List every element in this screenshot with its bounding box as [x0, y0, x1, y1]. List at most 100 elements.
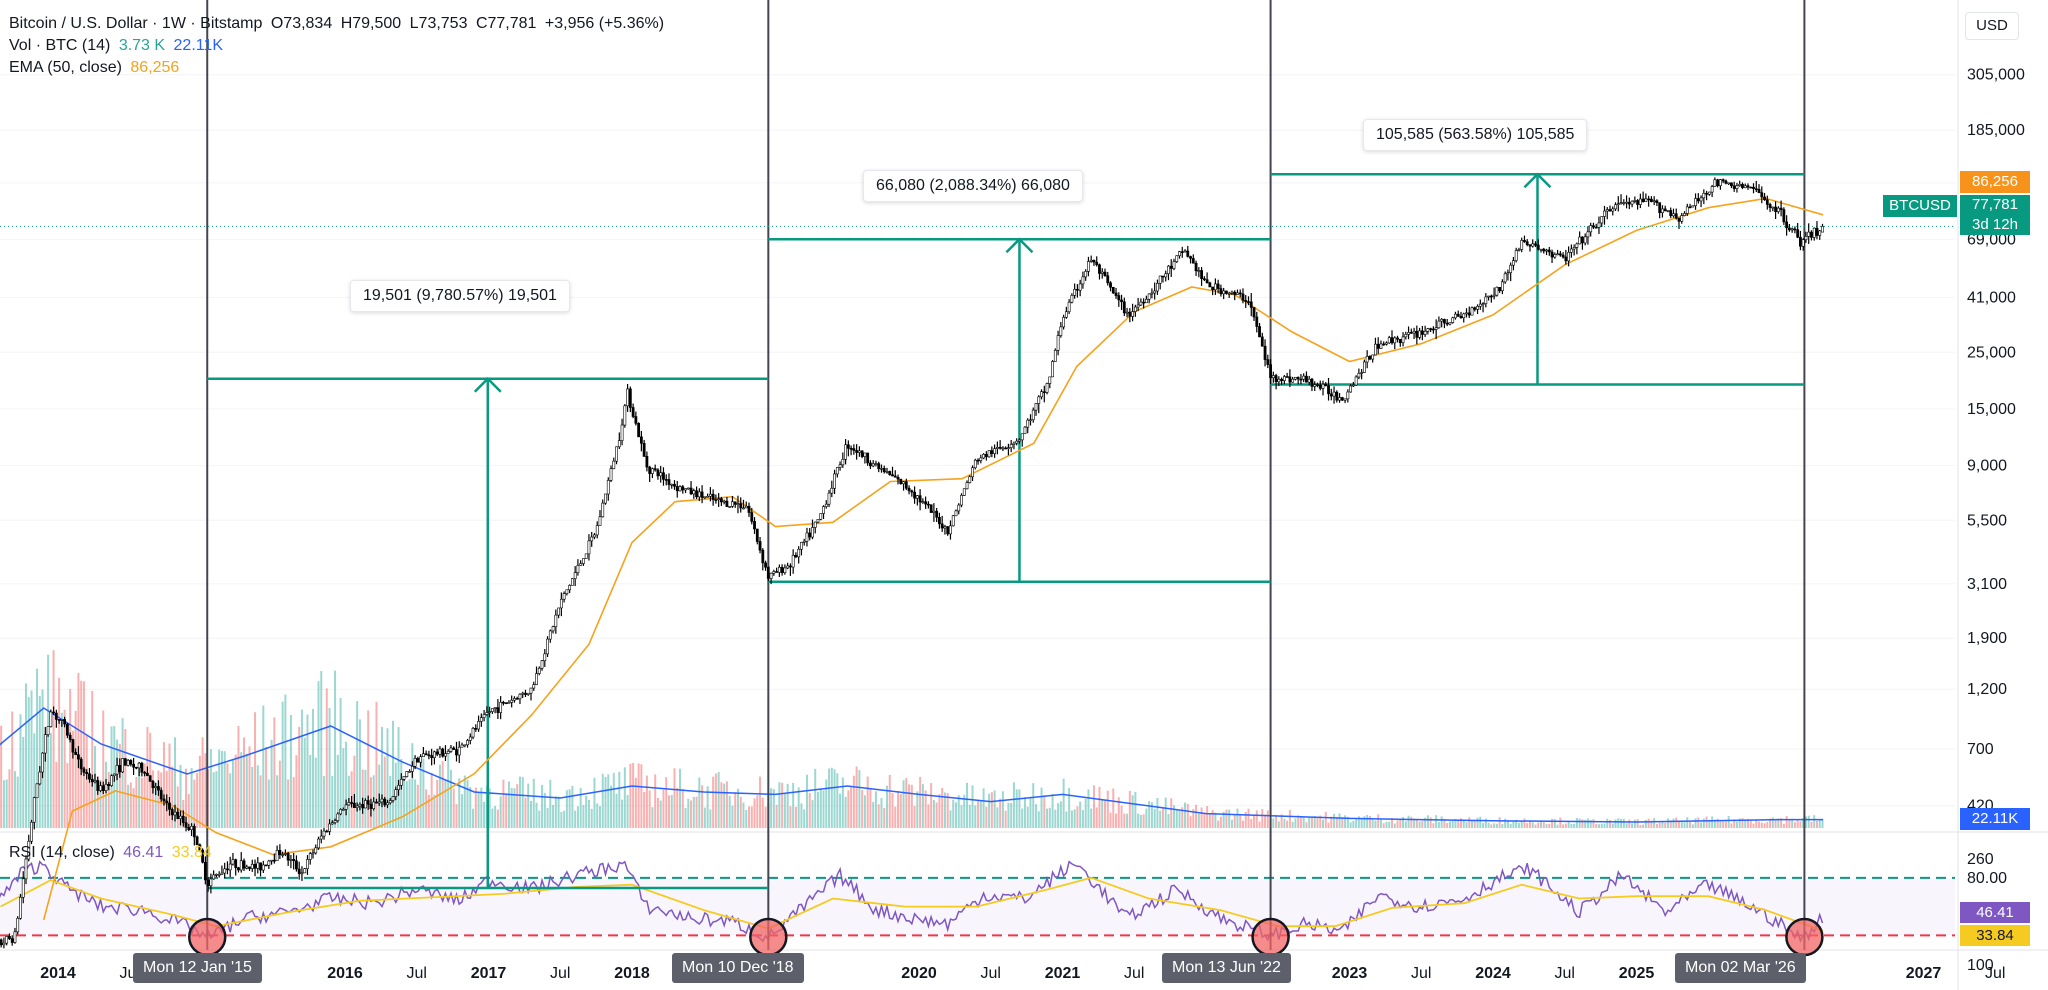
candle-body-180 — [474, 728, 478, 730]
date-marker-3[interactable]: Mon 13 Jun '22 — [1162, 953, 1291, 983]
volume-bar-332 — [894, 806, 897, 828]
candle-body-201 — [532, 684, 536, 689]
candle-body-667 — [1818, 230, 1822, 236]
candle-body-497 — [1349, 385, 1353, 393]
volume-bar-255 — [681, 788, 684, 828]
volume-bar-43 — [96, 776, 99, 828]
candle-body-587 — [1597, 222, 1601, 228]
date-marker-2[interactable]: Mon 10 Dec '18 — [672, 953, 804, 983]
bottom-circle-markers[interactable] — [187, 917, 1824, 957]
volume-bar-227 — [604, 776, 607, 828]
candle-body-628 — [1710, 186, 1714, 193]
volume-bar-493 — [1338, 813, 1341, 828]
volume-bar-187 — [494, 805, 497, 828]
candle-body-265 — [708, 493, 712, 497]
volume-bar-509 — [1382, 823, 1385, 828]
candle-body-331 — [891, 474, 894, 477]
candle-body-387 — [1045, 383, 1049, 393]
candle-body-132 — [341, 809, 345, 811]
volume-legend[interactable]: Vol · BTC (14) 3.73 K 22.11K — [9, 36, 227, 56]
volume-bar-349 — [941, 787, 944, 828]
volume-bar-152 — [397, 727, 400, 828]
symbol-legend: Bitcoin / U.S. Dollar · 1W · Bitstamp O7… — [9, 14, 668, 34]
volume-bar-662 — [1804, 816, 1807, 828]
volume-bar-592 — [1611, 823, 1614, 828]
date-marker-1[interactable]: Mon 12 Jan '15 — [133, 953, 262, 983]
volume-bar-444 — [1203, 812, 1206, 828]
candle-body-390 — [1053, 349, 1057, 362]
candle-body-556 — [1512, 260, 1515, 266]
candle-body-143 — [372, 801, 376, 809]
volume-bar-438 — [1186, 803, 1189, 828]
candle-body-334 — [899, 478, 903, 485]
candle-body-521 — [1415, 331, 1419, 338]
candle-body-109 — [278, 849, 282, 856]
candle-body-568 — [1545, 249, 1548, 252]
candle-body-493 — [1338, 397, 1341, 401]
candle-body-107 — [272, 859, 276, 862]
candle-body-302 — [811, 527, 814, 538]
candle-body-553 — [1503, 273, 1507, 283]
candle-body-56 — [132, 763, 136, 768]
volume-bar-451 — [1222, 811, 1225, 828]
candle-body-621 — [1691, 205, 1695, 208]
candle-body-347 — [935, 510, 939, 518]
volume-bar-449 — [1217, 820, 1220, 828]
candle-body-449 — [1216, 283, 1220, 289]
candle-body-638 — [1738, 184, 1742, 186]
volume-bar-653 — [1780, 818, 1783, 828]
candle-body-59 — [140, 762, 144, 773]
candle-body-205 — [543, 653, 547, 662]
volume-bar-612 — [1666, 818, 1669, 828]
volume-bar-116 — [298, 726, 301, 828]
candle-body-419 — [1133, 306, 1137, 312]
candle-body-122 — [314, 847, 318, 854]
volume-bar-169 — [444, 780, 447, 828]
volume-bar-615 — [1675, 817, 1678, 828]
candle-body-90 — [226, 868, 229, 871]
measurement-label-1[interactable]: 19,501 (9,780.57%) 19,501 — [350, 280, 570, 312]
candle-body-257 — [686, 487, 690, 490]
time-tick-3: Jul — [407, 965, 427, 982]
volume-bar-529 — [1437, 822, 1440, 828]
candle-body-75 — [184, 822, 188, 828]
vertical-markers[interactable] — [206, 0, 1806, 950]
ema-legend[interactable]: EMA (50, close) 86,256 — [9, 58, 183, 78]
volume-bar-250 — [667, 795, 670, 828]
measurement-boxes[interactable] — [207, 172, 1805, 890]
candle-body-239 — [637, 423, 641, 438]
measurement-label-2[interactable]: 66,080 (2,088.34%) 66,080 — [863, 170, 1083, 202]
low-value: L73,753 — [409, 15, 468, 32]
symbol-tag: BTCUSD — [1883, 195, 1957, 217]
candle-body-515 — [1398, 338, 1402, 344]
candle-body-202 — [535, 673, 538, 685]
date-marker-4[interactable]: Mon 02 Mar '26 — [1675, 953, 1806, 983]
rsi-legend[interactable]: RSI (14, close) 46.41 33.84 — [9, 843, 216, 863]
volume-bar-55 — [129, 782, 132, 828]
candle-body-429 — [1161, 275, 1165, 278]
volume-bar-566 — [1540, 821, 1543, 828]
candle-body-496 — [1346, 391, 1350, 400]
candle-body-665 — [1812, 227, 1816, 238]
candles-layer — [0, 177, 1824, 949]
candle-body-570 — [1550, 251, 1554, 258]
candle-body-583 — [1586, 231, 1590, 238]
candle-body-663 — [1807, 231, 1811, 237]
volume-bar-331 — [891, 793, 894, 828]
symbol-title[interactable]: Bitcoin / U.S. Dollar · 1W · Bitstamp — [9, 15, 263, 32]
volume-bar-171 — [449, 769, 452, 828]
currency-button[interactable]: USD — [1965, 12, 2019, 40]
volume-bar-457 — [1239, 814, 1242, 828]
volume-bar-358 — [966, 782, 969, 828]
volume-bar-240 — [640, 764, 643, 828]
candle-body-543 — [1476, 306, 1479, 310]
measurement-label-3[interactable]: 105,585 (563.58%) 105,585 — [1363, 119, 1588, 151]
volume-bar-203 — [538, 810, 541, 828]
candle-body-337 — [907, 487, 911, 492]
candle-body-11 — [8, 936, 11, 939]
volume-bar-33 — [69, 689, 72, 828]
volume-bar-578 — [1573, 823, 1576, 828]
candle-body-19 — [30, 821, 33, 842]
volume-bar-189 — [499, 796, 502, 828]
